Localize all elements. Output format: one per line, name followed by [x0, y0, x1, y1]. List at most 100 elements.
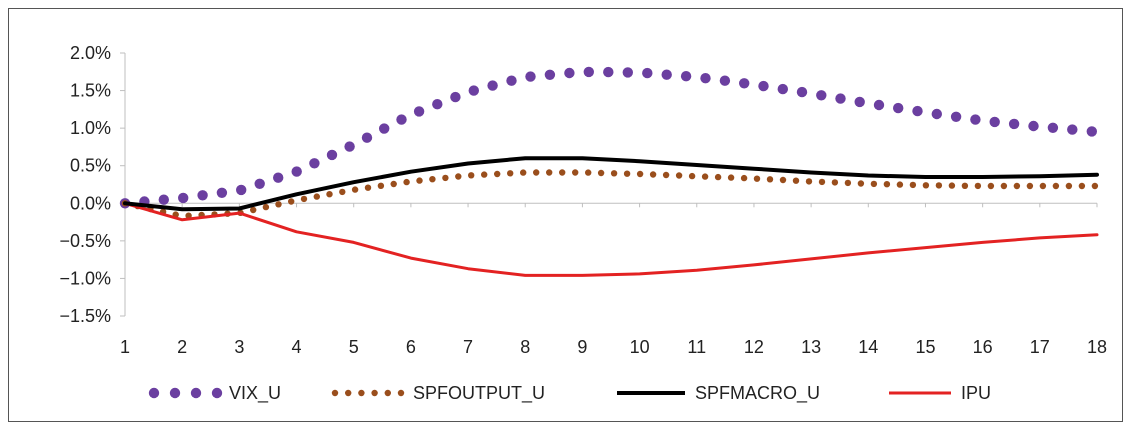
- data-point: [455, 173, 462, 180]
- data-point: [779, 176, 787, 184]
- x-tick-label: 4: [292, 337, 302, 357]
- data-point: [344, 141, 355, 152]
- y-tick-label: 1.5%: [70, 81, 111, 101]
- data-point: [727, 174, 735, 181]
- data-point: [896, 181, 904, 188]
- series-ipu: [123, 201, 1099, 277]
- legend-item-spfoutput-u: SPFOUTPUT_U: [331, 383, 545, 404]
- data-point: [351, 186, 359, 193]
- data-point: [912, 105, 923, 117]
- data-point: [326, 149, 338, 161]
- legend-swatch: [169, 387, 181, 399]
- data-point: [818, 178, 826, 186]
- x-tick-label: 9: [577, 337, 587, 357]
- x-tick-label: 3: [234, 337, 244, 357]
- data-point: [870, 180, 878, 188]
- data-point: [273, 172, 284, 183]
- data-point: [432, 99, 443, 110]
- data-point: [377, 182, 385, 189]
- x-tick-label: 18: [1087, 337, 1107, 357]
- data-point: [250, 206, 257, 214]
- x-tick-label: 8: [520, 337, 530, 357]
- y-tick-label: −1.0%: [59, 268, 111, 288]
- x-tick-label: 17: [1030, 337, 1050, 357]
- data-point: [661, 69, 672, 80]
- data-point: [442, 174, 449, 182]
- data-point: [603, 66, 614, 78]
- data-point: [766, 176, 774, 183]
- data-point: [680, 71, 692, 82]
- legend-swatch: [397, 389, 405, 397]
- x-tick-label: 11: [687, 337, 706, 357]
- data-point: [262, 203, 270, 211]
- data-point: [379, 123, 390, 134]
- series-group: [119, 66, 1099, 277]
- data-point: [950, 111, 962, 123]
- data-point: [254, 178, 265, 189]
- data-point: [1047, 122, 1059, 133]
- x-tick-label: 16: [973, 337, 993, 357]
- data-point: [413, 106, 425, 117]
- series-vix-u: [119, 66, 1098, 209]
- y-tick-label: 2.0%: [70, 43, 111, 63]
- data-point: [854, 96, 865, 108]
- legend-item-ipu: IPU: [889, 383, 991, 403]
- data-point: [533, 169, 540, 176]
- x-tick-label: 7: [463, 337, 473, 357]
- data-point: [313, 193, 320, 200]
- data-point: [525, 71, 536, 82]
- y-tick-label: 1.0%: [70, 118, 111, 138]
- legend-swatch: [148, 387, 160, 399]
- data-point: [883, 181, 891, 188]
- x-tick-label: 6: [406, 337, 416, 357]
- data-point: [585, 169, 592, 176]
- data-point: [857, 180, 865, 187]
- x-tick-label: 13: [801, 337, 821, 357]
- data-point: [288, 198, 295, 205]
- data-point: [961, 182, 969, 189]
- legend-swatch: [331, 389, 339, 397]
- data-point: [622, 67, 633, 78]
- data-point: [675, 172, 683, 179]
- data-point: [481, 171, 488, 178]
- legend: VIX_U SPFOUTPUT_U SPFMACRO_U IPU: [148, 383, 991, 404]
- data-point: [831, 179, 839, 186]
- legend-swatch: [211, 387, 223, 399]
- data-point: [158, 194, 169, 205]
- data-point: [792, 177, 800, 184]
- data-point: [339, 188, 346, 196]
- data-point: [559, 169, 566, 176]
- data-point: [714, 173, 722, 181]
- legend-label: SPFMACRO_U: [695, 383, 820, 404]
- data-point: [796, 86, 808, 98]
- x-tick-label: 10: [630, 337, 650, 357]
- data-point: [662, 171, 670, 179]
- data-point: [520, 169, 527, 176]
- data-point: [740, 174, 748, 182]
- data-point: [931, 108, 942, 120]
- x-tick-label: 15: [915, 337, 935, 357]
- legend-label: SPFOUTPUT_U: [413, 383, 545, 404]
- data-point: [758, 80, 769, 92]
- data-point: [805, 178, 813, 185]
- data-point: [777, 83, 788, 95]
- data-point: [291, 166, 302, 177]
- chart-frame: −1.5% −1.0% −0.5% 0.0% 0.5% 1.0% 1.5% 2.0% 1 2 3 4 5…: [8, 8, 1123, 422]
- data-point: [450, 91, 461, 103]
- legend-swatch: [358, 389, 365, 397]
- data-point: [719, 75, 731, 86]
- data-point: [361, 132, 373, 143]
- chart-svg: −1.5%−1.0%−0.5%0.0%0.5%1.0%1.5%2.0%1 2 3 4 5…: [59, 43, 1107, 404]
- data-point: [970, 114, 981, 125]
- data-point: [987, 182, 995, 190]
- x-tick-label: 14: [858, 337, 878, 357]
- data-point: [300, 195, 308, 203]
- data-point: [546, 169, 553, 176]
- data-point: [178, 192, 189, 204]
- data-point: [1013, 182, 1021, 190]
- data-point: [649, 171, 657, 178]
- data-point: [507, 170, 514, 177]
- legend-item-vix-u: VIX_U: [148, 383, 281, 404]
- data-point: [1086, 126, 1098, 137]
- data-point: [403, 178, 410, 186]
